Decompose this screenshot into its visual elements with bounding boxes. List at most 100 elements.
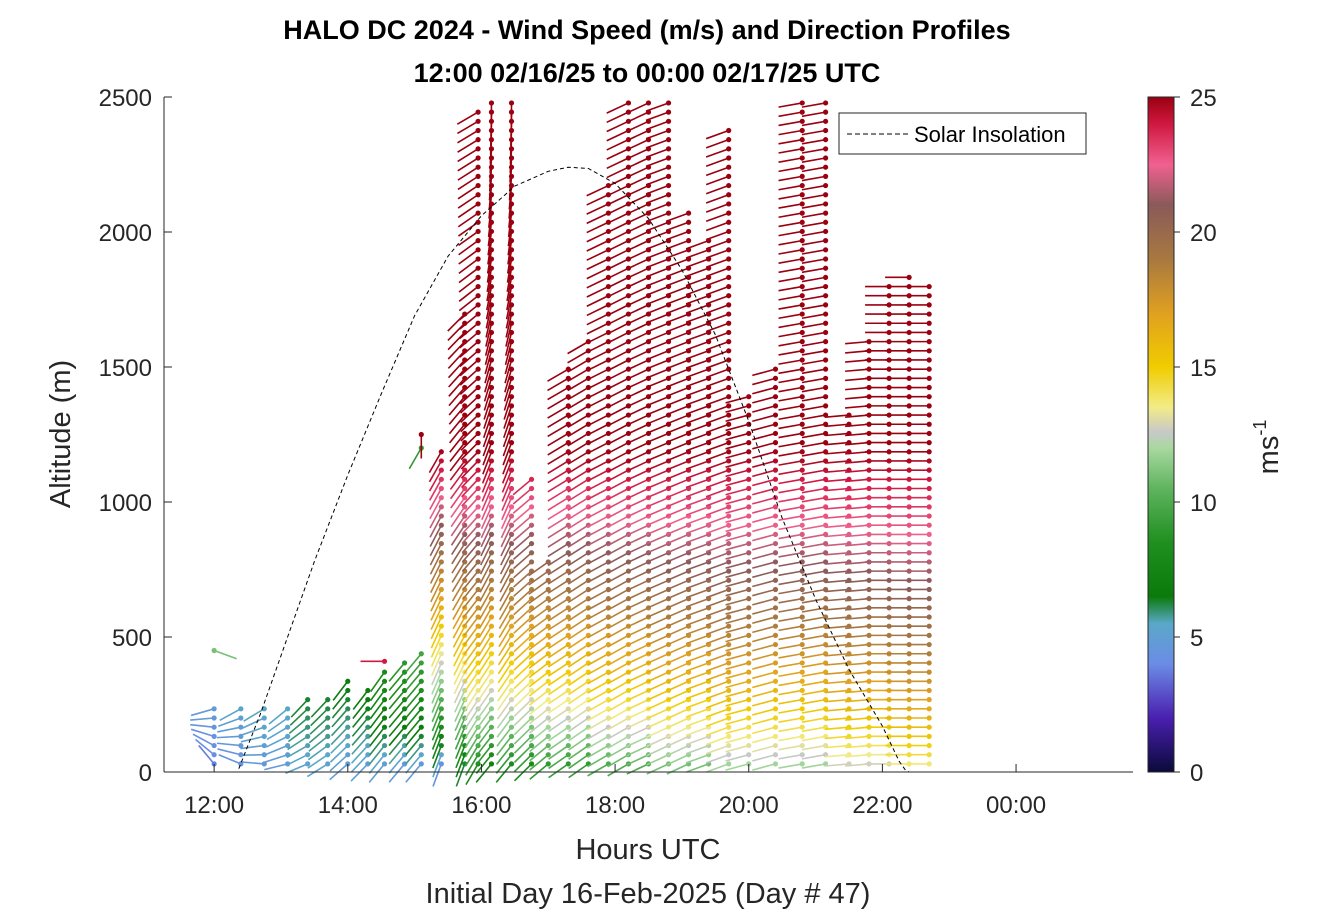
wind-barb <box>845 506 870 510</box>
wind-barb <box>685 451 709 461</box>
colorbar-unit: ms <box>1253 436 1285 475</box>
wind-barb <box>447 350 466 369</box>
wind-barb <box>388 735 406 756</box>
wind-barb <box>705 744 729 755</box>
wind-barb-head <box>799 238 805 244</box>
wind-barb <box>352 708 369 728</box>
wind-barb-head <box>926 311 932 317</box>
wind-barb <box>725 515 749 524</box>
wind-barb <box>330 717 349 737</box>
wind-barb <box>567 460 589 475</box>
wind-barb <box>705 487 729 498</box>
wind-barb <box>665 377 689 388</box>
wind-barb-head <box>799 127 805 134</box>
plot-axes <box>163 97 1133 773</box>
wind-barb-head <box>508 540 515 547</box>
wind-barb-head <box>799 761 805 767</box>
wind-barb-head <box>528 559 535 565</box>
wind-barb <box>287 726 309 743</box>
wind-barb <box>507 213 513 238</box>
wind-barb-head <box>799 531 805 538</box>
wind-barb <box>845 763 870 767</box>
wind-barb <box>464 690 479 711</box>
wind-barb <box>666 460 689 471</box>
wind-barb-head <box>365 706 371 712</box>
wind-barb-head <box>508 531 515 538</box>
wind-barb <box>666 588 689 600</box>
wind-barb-head <box>475 164 481 170</box>
wind-barb <box>481 479 493 502</box>
wind-barb <box>485 323 493 347</box>
wind-barb <box>801 423 826 430</box>
wind-barb-head <box>926 394 932 400</box>
wind-barb-head <box>926 596 932 602</box>
wind-barb-head <box>325 742 331 749</box>
wind-barb-head <box>726 238 732 244</box>
wind-barb-head <box>325 697 331 703</box>
wind-barb <box>666 524 689 536</box>
wind-barb-head <box>772 485 779 492</box>
wind-barb <box>457 175 479 191</box>
wind-barb-head <box>822 137 829 143</box>
wind-barb-head <box>285 733 291 739</box>
wind-barb-head <box>345 697 351 703</box>
wind-barb-head <box>488 586 495 593</box>
wind-barb <box>626 350 649 362</box>
wind-barb-head <box>822 182 829 189</box>
wind-barb <box>606 175 629 188</box>
wind-barb <box>666 552 689 563</box>
wind-barb <box>778 652 803 659</box>
wind-barb-head <box>285 742 291 749</box>
wind-barb <box>626 616 649 628</box>
wind-barb <box>289 708 309 726</box>
wind-barb-head <box>565 550 571 556</box>
wind-barb <box>725 689 749 698</box>
wind-barb <box>547 478 569 493</box>
wind-barb-head <box>565 742 571 749</box>
wind-barb-head <box>565 531 571 538</box>
wind-barb <box>286 744 309 759</box>
wind-barb <box>705 524 729 535</box>
wind-barb <box>685 515 709 526</box>
wind-barb <box>705 588 729 599</box>
wind-barb-head <box>665 164 672 170</box>
wind-barb-head <box>381 715 388 721</box>
wind-barb <box>705 221 729 232</box>
wind-barb <box>801 276 826 283</box>
wind-barb-head <box>799 384 805 391</box>
wind-barb <box>778 551 803 558</box>
wind-barb <box>606 102 629 114</box>
wind-barb <box>778 322 803 329</box>
wind-barb <box>705 561 729 571</box>
wind-barb-head <box>726 440 732 446</box>
wind-barb <box>461 487 479 507</box>
wind-barb-head <box>418 706 424 712</box>
wind-barb <box>547 524 569 539</box>
wind-barb <box>476 735 493 756</box>
wind-barb <box>369 671 386 693</box>
wind-barb-head <box>261 742 267 749</box>
wind-barb-head <box>926 752 932 758</box>
wind-barb <box>606 552 629 565</box>
wind-barb-head <box>799 458 805 464</box>
wind-barb <box>586 432 609 446</box>
wind-barb-head <box>926 348 932 354</box>
wind-barb <box>547 588 569 604</box>
wind-barb <box>665 294 689 305</box>
wind-barb <box>845 717 870 721</box>
wind-barb <box>484 368 493 393</box>
wind-barb-head <box>772 540 779 547</box>
wind-barb <box>606 359 629 372</box>
wind-barb-head <box>528 678 535 684</box>
wind-barb <box>725 588 749 597</box>
wind-barb <box>586 221 609 234</box>
wind-barb-head <box>565 706 571 712</box>
wind-barb-head <box>746 522 752 528</box>
wind-barb <box>752 698 776 707</box>
wind-barb-head <box>772 467 779 473</box>
wind-barb <box>586 469 609 482</box>
wind-barb-head <box>772 577 779 583</box>
wind-barb <box>778 625 803 632</box>
wind-barb-head <box>475 320 481 326</box>
wind-barb-head <box>475 329 481 336</box>
